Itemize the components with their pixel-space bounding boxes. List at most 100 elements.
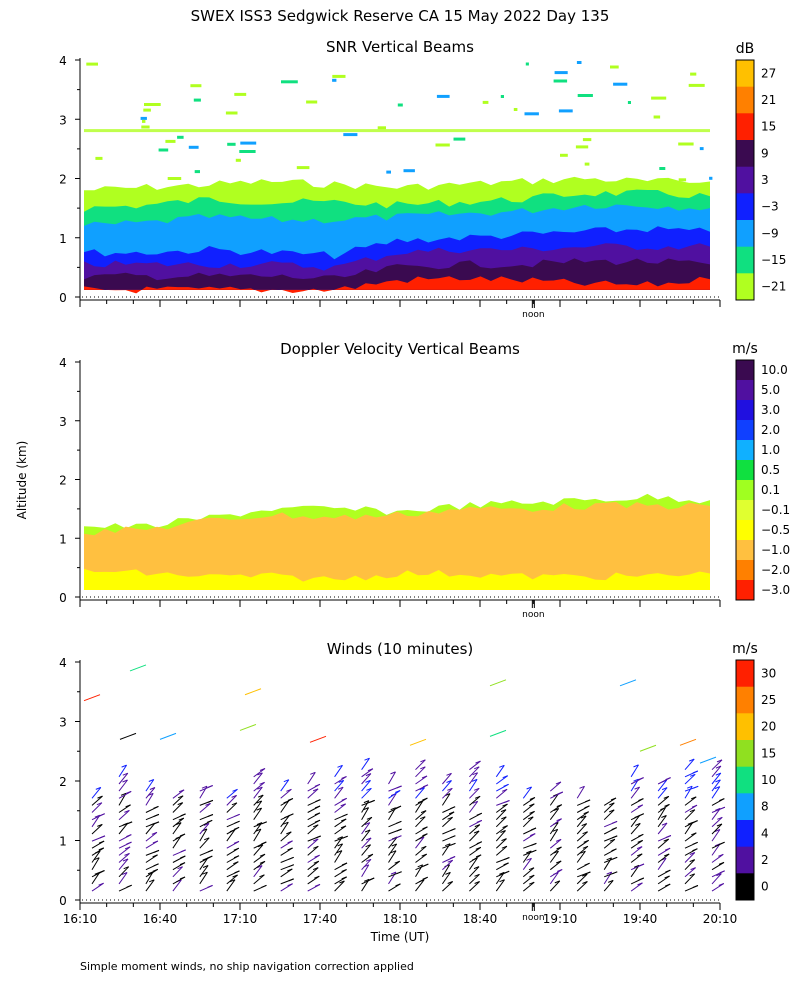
- wind-barb: [469, 866, 480, 878]
- panel3-colorbar-swatch: [736, 740, 754, 768]
- wind-barb-upper: [679, 738, 697, 746]
- wind-barb: [630, 764, 639, 778]
- panel3-colorbar-unit: m/s: [732, 641, 758, 657]
- wind-barb: [469, 830, 480, 842]
- wind-barb: [118, 772, 129, 785]
- wind-barb: [711, 808, 721, 820]
- wind-barb-flag: [315, 799, 321, 803]
- wind-barb-flag: [338, 779, 344, 783]
- wind-barb-flag: [234, 813, 240, 817]
- wind-barb-flag: [582, 881, 588, 884]
- wind-barb-flag: [611, 848, 617, 852]
- wind-barb-flag: [286, 831, 292, 835]
- wind-barb-flag: [337, 786, 344, 790]
- wind-barb: [280, 821, 289, 835]
- panel1-echo-patch: [141, 125, 150, 129]
- panel1-echo-patch: [177, 135, 184, 139]
- wind-barb: [361, 844, 371, 856]
- panel1-echo-patch: [403, 169, 415, 173]
- panel2-colorbar-swatch: [736, 580, 754, 601]
- wind-barb-flag: [99, 835, 106, 839]
- panel3-colorbar-swatch: [736, 766, 754, 794]
- wind-barb: [711, 853, 724, 863]
- wind-barb-flag: [342, 835, 348, 839]
- wind-barb-flag: [365, 779, 371, 783]
- panel1-colorbar-swatch: [736, 60, 754, 88]
- wind-barb-flag: [231, 802, 238, 806]
- panel2-colorbar-label: −3.0: [761, 583, 790, 597]
- wind-barb-flag: [501, 788, 508, 792]
- panel3-colorbar-label: 2: [761, 853, 769, 867]
- panel3-colorbar-swatch: [736, 846, 754, 874]
- wind-barb-flag: [473, 866, 480, 870]
- wind-barb-flag: [583, 811, 589, 815]
- wind-barb: [172, 795, 184, 806]
- panel2-colorbar-label: 5.0: [761, 383, 780, 397]
- panel2-colorbar-label: 2.0: [761, 423, 780, 437]
- panel1-echo-patch: [281, 80, 298, 84]
- wind-barb: [307, 772, 316, 785]
- wind-barb-flag: [556, 804, 562, 808]
- wind-barb-flag: [148, 779, 154, 782]
- wind-barb: [549, 860, 562, 871]
- wind-barb-flag: [692, 848, 698, 852]
- wind-barb-flag: [396, 820, 402, 824]
- wind-barb-flag: [314, 883, 321, 887]
- wind-barb-flag: [175, 822, 182, 826]
- wind-barb-flag: [365, 844, 371, 848]
- wind-barb: [549, 822, 559, 835]
- wind-barb-flag: [207, 785, 213, 788]
- wind-barb-flag: [234, 820, 240, 824]
- panel2-colorbar-swatch: [736, 420, 754, 441]
- wind-barb-flag: [664, 853, 670, 857]
- wind-barb: [657, 857, 667, 870]
- wind-barb-flag: [153, 849, 160, 853]
- wind-barb-flag: [690, 773, 696, 777]
- panel1-echo-patch: [235, 158, 241, 162]
- wind-barb: [684, 773, 696, 785]
- wind-barb-flag: [422, 833, 428, 837]
- wind-barb-flag: [396, 785, 402, 789]
- wind-barb: [684, 873, 696, 885]
- wind-barb-flag: [207, 799, 214, 803]
- wind-barb: [576, 839, 589, 849]
- wind-barb: [334, 825, 347, 835]
- panel1-colorbar-frame: [735, 59, 755, 301]
- wind-barb-flag: [552, 828, 558, 832]
- wind-barb: [549, 829, 559, 842]
- panel1-echo-patch: [225, 111, 238, 115]
- panel1-echo-patch: [194, 170, 200, 174]
- wind-barb-flag: [450, 828, 456, 832]
- panel3-colorbar-frame: [735, 659, 755, 901]
- wind-barb-flag: [690, 867, 696, 871]
- panel2-colorbar-unit: m/s: [732, 341, 758, 357]
- wind-barb: [91, 872, 101, 885]
- wind-barb: [253, 768, 266, 778]
- wind-barb-flag: [422, 784, 429, 788]
- wind-barb-flag: [689, 852, 695, 855]
- panel1-colorbar-label: 3: [761, 173, 769, 187]
- wind-barb: [118, 866, 130, 878]
- wind-barb: [334, 765, 343, 778]
- noon-label: noon: [522, 310, 544, 320]
- wind-barb-flag: [126, 834, 132, 838]
- wind-barb-flag: [530, 833, 536, 837]
- wind-barb: [630, 853, 643, 863]
- wind-barb-flag: [259, 874, 265, 878]
- wind-barb-upper: [699, 756, 717, 764]
- wind-barb: [253, 828, 262, 842]
- wind-barb-flag: [687, 821, 693, 825]
- wind-barb-flag: [582, 873, 588, 877]
- wind-barb-flag: [718, 861, 725, 865]
- wind-barb: [495, 803, 508, 813]
- wind-barb: [711, 816, 723, 828]
- wind-barb-flag: [476, 819, 482, 823]
- wind-barb-flag: [611, 820, 618, 824]
- wind-barb: [630, 815, 640, 828]
- wind-barb-flag: [152, 868, 158, 872]
- panel2-colorbar-swatch: [736, 400, 754, 421]
- wind-barb-flag: [120, 792, 127, 796]
- wind-barb: [468, 772, 479, 785]
- wind-barb: [91, 795, 103, 806]
- wind-barb: [522, 803, 535, 813]
